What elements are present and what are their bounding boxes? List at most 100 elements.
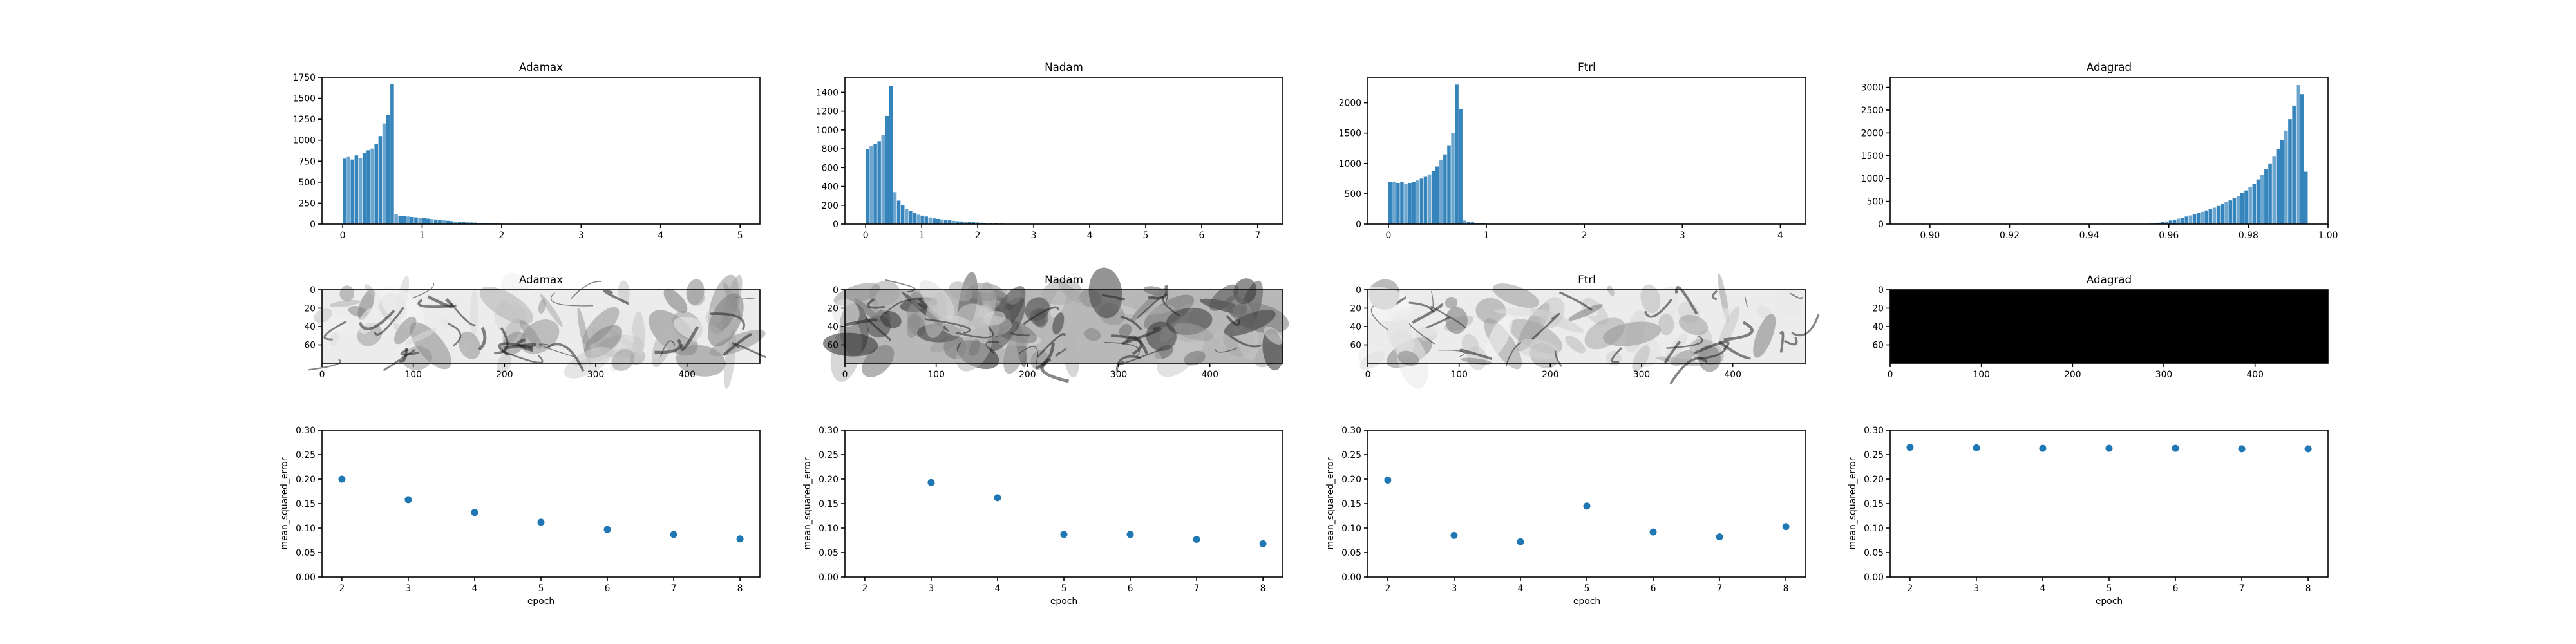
image-texture-streak [1035,343,1055,370]
histogram-bar [2284,130,2288,224]
image-texture-blob [1397,350,1419,366]
y-tick-label: 60 [827,341,838,351]
scatter-point [1126,531,1134,538]
chart-panel-img-ftrl: 0 100 200 300 400 0 20 40 60 Ftrl [1350,273,1820,389]
image-texture-blob [1359,351,1385,370]
y-tick-label: 750 [298,156,316,167]
axes-frame [844,430,1283,578]
y-tick-label: 0.00 [819,573,838,583]
image-texture-streak [1779,330,1785,353]
x-axis-label: epoch [527,596,554,607]
histogram-bar [442,220,446,224]
x-tick-label: 400 [678,370,696,380]
y-tick-label: 200 [821,201,838,211]
image-texture-blob [663,289,688,313]
y-tick-label: 20 [827,304,838,314]
histogram-bar [956,221,960,224]
image-texture-streak [734,297,755,299]
image-texture-blob [871,290,879,317]
histogram-bar [2232,198,2237,224]
x-tick-label: 2 [975,231,981,241]
x-tick-label: 0.92 [2000,231,2020,241]
x-tick-label: 8 [1260,583,1266,594]
histogram-bar [928,217,933,224]
histogram-bar [438,220,442,224]
image-texture-streak [1412,303,1444,324]
scatter-point [1782,523,1790,531]
chart-panel-mse-ftrl: 2 3 4 5 6 7 8 0.00 0.05 0.10 0.15 0.20 0.25 0.30 epoch… [1325,426,1806,607]
y-tick-label: 0.05 [819,548,838,558]
image-texture-streak [448,323,462,347]
histogram-bar [362,153,366,224]
x-tick-label: 0.98 [2239,231,2259,241]
image-texture-blob [1640,284,1661,314]
histogram-bar [2240,193,2244,224]
histogram-bar [979,222,983,224]
scatter-point [1060,531,1068,538]
x-tick-label: 3 [929,583,934,594]
x-tick-label: 6 [605,583,611,594]
y-tick-label: 40 [827,322,838,332]
histogram-bar [905,209,909,224]
histogram-bar [354,155,359,224]
x-tick-label: 300 [1110,370,1128,380]
histogram-bar [920,215,924,224]
x-tick-label: 200 [2064,370,2081,380]
x-tick-label: 3 [1680,231,1685,241]
histogram-bar [2216,205,2221,224]
y-axis-label: mean_squared_error [279,457,290,549]
y-tick-label: 400 [821,182,838,193]
histogram-bar [1419,178,1424,224]
histogram-bar [2280,140,2284,224]
image-texture-blob [1063,332,1079,378]
axes-frame [1889,77,2329,225]
x-tick-label: 200 [1542,370,1559,380]
y-tick-label: 1000 [293,136,316,146]
y-tick-label: 0.05 [1341,548,1361,558]
image-texture-blob [967,283,1003,301]
x-tick-label: 6 [1651,583,1656,594]
scatter-point [1193,535,1200,543]
y-tick-label: 0.15 [1864,499,1884,509]
image-texture-blob [831,299,860,327]
histogram-bar [394,214,398,224]
y-axis-label: mean_squared_error [802,457,813,549]
histogram-bar [948,220,952,224]
image-texture-blob [1607,285,1615,296]
y-tick-label: 20 [304,304,316,314]
histogram-bar [402,216,406,224]
image-texture-blob [618,280,630,304]
y-tick-label: 0.00 [296,573,316,583]
axes-frame [1367,430,1806,578]
y-tick-label: 0 [1878,285,1884,296]
histogram-bar [1470,222,1475,224]
image-texture-streak [547,343,585,372]
histogram-bar [1396,182,1400,224]
histogram-bar [940,219,944,224]
x-tick-label: 0 [319,370,325,380]
chart-panel-mse-nadam: 2 3 4 5 6 7 8 0.00 0.05 0.10 0.15 0.20 0.25 0.30 epoch… [802,426,1283,607]
y-tick-label: 500 [1866,197,1884,207]
y-tick-label: 0.05 [296,548,316,558]
scatter-point [338,475,346,483]
y-tick-label: 20 [1350,304,1361,314]
histogram-bar [2252,183,2257,224]
image-texture-blob [907,312,920,339]
chart-panel-mse-adamax: 2 3 4 5 6 7 8 0.00 0.05 0.10 0.15 0.20 0.25 0.30 epoch… [279,426,761,607]
histogram-bar [2192,214,2197,224]
chart-panel-hist-adamax: 0 1 2 3 4 5 0 250 500 750 1000 1250 1500 1750 Adamax [293,61,761,241]
y-tick-label: 0.05 [1864,548,1884,558]
x-tick-label: 300 [1633,370,1651,380]
image-texture-streak [917,298,928,309]
x-tick-label: 7 [1717,583,1723,594]
x-tick-label: 100 [1973,370,1990,380]
x-tick-label: 8 [2306,583,2311,594]
x-tick-label: 4 [658,231,663,241]
image-texture-streak [845,318,878,327]
histogram-bar [913,213,916,224]
y-tick-label: 60 [1350,341,1361,351]
image-texture-blob [1391,329,1412,350]
x-tick-label: 5 [1584,583,1590,594]
y-tick-label: 0.30 [819,426,838,436]
histogram-bar [1459,108,1463,224]
